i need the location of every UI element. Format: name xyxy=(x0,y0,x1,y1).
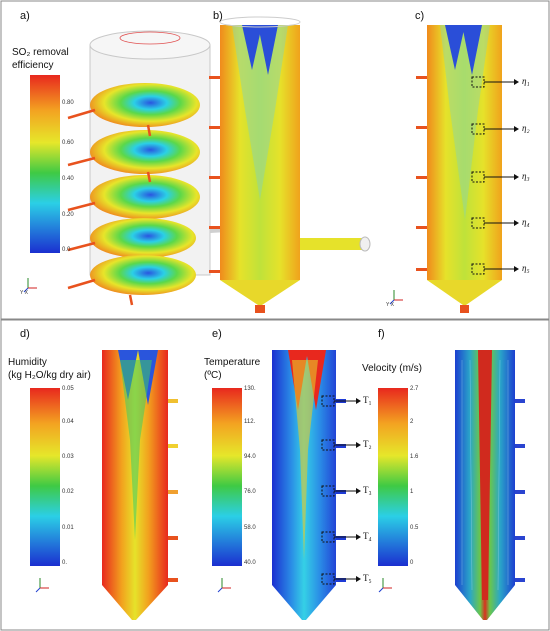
legend-title-d: Humidity (kg H₂O/kg dry air) xyxy=(8,356,91,382)
tick-f-0: 2.7 xyxy=(410,386,419,392)
probe-t-5: T₅ xyxy=(363,573,372,583)
tick-d-2: 0.03 xyxy=(62,454,74,460)
tick-d-5: 0. xyxy=(62,560,68,566)
tick-a-4: 0.0 xyxy=(62,247,71,253)
legend-title-d-line1: Humidity xyxy=(8,357,47,368)
legend-title-d-line2: (kg H₂O/kg dry air) xyxy=(8,370,91,381)
temperature-colorbar xyxy=(212,388,242,566)
humidity-colorbar xyxy=(30,388,60,566)
probe-t-1: T₁ xyxy=(363,395,372,405)
disc-3 xyxy=(90,175,200,219)
panel-a-graphic xyxy=(30,30,246,306)
panel-c-graphic xyxy=(416,25,519,313)
disc-5 xyxy=(90,255,196,295)
disc-4 xyxy=(90,218,196,258)
tick-f-4: 0.5 xyxy=(410,525,419,531)
panel-b-graphic xyxy=(209,16,371,313)
legend-title-a: SO₂ removal efficiency xyxy=(12,46,69,72)
panel-d-graphic xyxy=(30,350,178,620)
panel-label-c: c) xyxy=(415,10,425,22)
panel-label-a: a) xyxy=(20,10,30,22)
tick-f-2: 1.6 xyxy=(410,454,419,460)
probe-t-3: T₃ xyxy=(363,485,372,495)
legend-title-e: Temperature (ºC) xyxy=(204,356,260,382)
probe-eta-2: η₂ xyxy=(522,123,530,133)
tick-e-3: 76.0 xyxy=(244,489,256,495)
probe-t-4: T₄ xyxy=(363,531,372,541)
panel-label-d: d) xyxy=(20,328,30,340)
panel-label-e: e) xyxy=(212,328,222,340)
so2-colorbar xyxy=(30,75,60,253)
legend-title-a-line1: SO₂ removal xyxy=(12,47,69,58)
panel-f-graphic xyxy=(378,350,525,620)
tick-e-5: 40.0 xyxy=(244,560,256,566)
bottom-panel-frame xyxy=(0,319,550,631)
axis-triad-f xyxy=(378,578,392,593)
probe-eta-1: η₁ xyxy=(522,76,530,86)
tower-b-cone xyxy=(220,280,300,305)
tick-a-0: 0.80 xyxy=(62,100,74,106)
triad-a-label: Y X xyxy=(20,290,28,296)
axis-triad-a xyxy=(23,278,37,293)
axis-triad-d xyxy=(35,578,49,593)
tick-d-1: 0.04 xyxy=(62,419,74,425)
tick-d-3: 0.02 xyxy=(62,489,74,495)
tick-f-1: 2 xyxy=(410,419,414,425)
probe-eta-5: η₅ xyxy=(522,263,530,273)
legend-title-e-line1: Temperature xyxy=(204,357,261,368)
probe-eta-3: η₃ xyxy=(522,171,530,181)
triad-c-label: Y X xyxy=(386,302,394,308)
legend-title-f: Velocity (m/s) xyxy=(362,363,423,374)
tick-a-1: 0.60 xyxy=(62,140,74,146)
panel-label-b: b) xyxy=(213,10,223,22)
probe-t-2: T₂ xyxy=(363,439,372,449)
top-panel-frame xyxy=(0,0,550,320)
tick-f-5: 0 xyxy=(410,560,414,566)
axis-triad-e xyxy=(217,578,231,593)
tick-d-0: 0.05 xyxy=(62,386,74,392)
axis-triad-c xyxy=(389,290,403,305)
outlet-duct xyxy=(300,238,365,250)
tick-e-2: 94.0 xyxy=(244,454,256,460)
disc-1 xyxy=(90,83,200,127)
tick-e-4: 58.0 xyxy=(244,525,256,531)
tick-e-0: 130. xyxy=(244,386,256,392)
tick-a-2: 0.40 xyxy=(62,176,74,182)
panel-label-f: f) xyxy=(378,328,385,340)
tick-f-3: 1 xyxy=(410,489,414,495)
probe-eta-4: η₄ xyxy=(522,217,530,227)
tick-e-1: 112. xyxy=(244,419,256,425)
tick-a-3: 0.20 xyxy=(62,212,74,218)
legend-title-a-line2: efficiency xyxy=(12,60,54,71)
velocity-colorbar xyxy=(378,388,408,566)
legend-title-e-line2: (ºC) xyxy=(204,370,222,381)
panel-e-graphic xyxy=(212,350,361,620)
tick-d-4: 0.01 xyxy=(62,525,74,531)
disc-2 xyxy=(90,130,200,174)
